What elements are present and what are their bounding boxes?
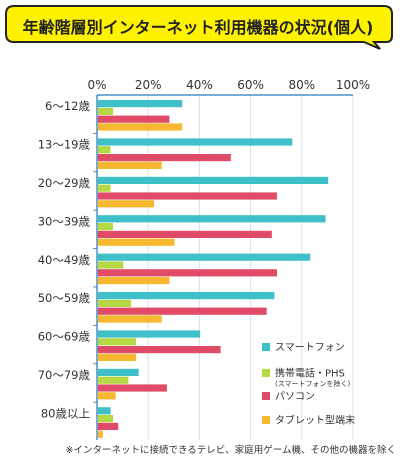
x-tick-label: 100% xyxy=(336,78,370,92)
bar xyxy=(97,392,116,400)
chart-title: 年齢階層別インターネット利用機器の状況(個人) xyxy=(22,18,374,37)
bar xyxy=(97,422,119,430)
bar-chart: 0% 20% 40% 60% 80% 100% 6～12歳 13～19歳 20～29歳 30～39… xyxy=(38,78,370,440)
bar xyxy=(97,415,114,423)
bar xyxy=(97,200,155,208)
bar xyxy=(97,138,293,146)
legend-swatch xyxy=(262,369,270,377)
category-label: 6～12歳 xyxy=(45,99,90,113)
bar xyxy=(97,161,162,169)
legend-label: タブレット型端末 xyxy=(275,414,355,427)
category-label: 70～79歳 xyxy=(38,368,91,382)
bar xyxy=(97,238,175,246)
bar xyxy=(97,277,170,285)
bar xyxy=(97,430,103,438)
category-label: 20～29歳 xyxy=(38,176,91,190)
bar xyxy=(97,176,329,184)
category-label: 60～69歳 xyxy=(38,330,91,344)
bar xyxy=(97,353,137,361)
bar xyxy=(97,299,132,307)
bar xyxy=(97,107,114,115)
bar xyxy=(97,215,326,223)
legend-swatch xyxy=(262,343,270,351)
category-label: 30～39歳 xyxy=(38,214,91,228)
x-tick-label: 0% xyxy=(87,78,106,92)
bar xyxy=(97,154,231,162)
bar xyxy=(97,307,267,315)
bar xyxy=(97,315,162,323)
bar xyxy=(97,223,114,231)
bar xyxy=(97,146,111,154)
bar xyxy=(97,368,139,376)
bar xyxy=(97,338,137,346)
category-label: 80歳以上 xyxy=(41,406,90,420)
bar xyxy=(97,330,201,338)
legend-label: パソコン xyxy=(275,391,315,403)
bar xyxy=(97,346,221,354)
legend-swatch xyxy=(262,416,270,424)
category-label: 40～49歳 xyxy=(38,253,91,267)
bar xyxy=(97,384,167,392)
bar xyxy=(97,261,124,269)
bar xyxy=(97,253,311,261)
title-bubble xyxy=(5,5,393,50)
legend-swatch xyxy=(262,392,270,400)
bar xyxy=(97,230,272,238)
bar xyxy=(97,192,277,200)
bar xyxy=(97,184,111,192)
bar xyxy=(97,376,129,384)
bar xyxy=(97,100,183,108)
category-label: 13～19歳 xyxy=(38,138,91,152)
bar xyxy=(97,269,277,277)
bar xyxy=(97,407,111,415)
bar xyxy=(97,292,275,300)
footnote: ※インターネットに接続できるテレビ、家庭用ゲーム機、その他の機器を除く xyxy=(65,445,397,456)
x-tick-label: 60% xyxy=(237,78,264,92)
bar xyxy=(97,123,183,131)
x-tick-label: 80% xyxy=(288,78,315,92)
legend-label: 携帯電話・PHS xyxy=(275,367,345,380)
legend-note: (スマートフォンを除く) xyxy=(275,379,351,388)
legend-label: スマートフォン xyxy=(275,343,345,354)
bar xyxy=(97,115,170,123)
x-tick-label: 40% xyxy=(186,78,213,92)
category-label: 50～59歳 xyxy=(38,291,91,305)
x-tick-label: 20% xyxy=(135,78,162,92)
